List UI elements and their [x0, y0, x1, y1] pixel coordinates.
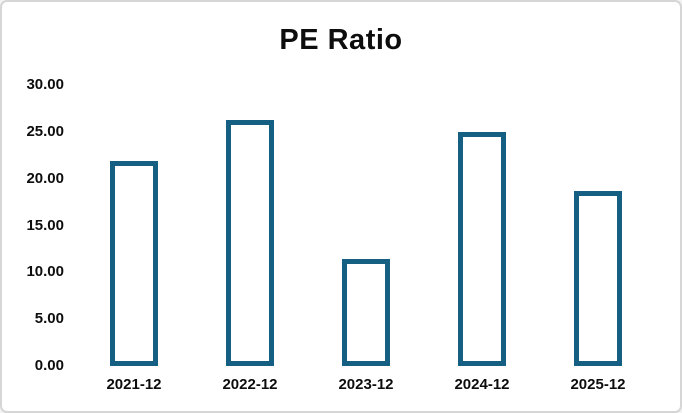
- y-axis-tick-label: 10.00: [26, 263, 64, 281]
- bar-2022-12: [226, 120, 274, 366]
- y-axis-tick-label: 0.00: [34, 357, 64, 374]
- y-axis-tick-label: 5.00: [34, 310, 64, 328]
- chart-title: PE Ratio: [279, 24, 403, 56]
- y-axis-tick-label: 30.00: [26, 76, 64, 93]
- x-axis-label: 2025-12: [570, 376, 626, 393]
- x-axis-label: 2024-12: [454, 376, 510, 393]
- bar-2021-12: [110, 161, 158, 366]
- y-axis-tick-label: 20.00: [26, 169, 64, 187]
- y-axis-tick-label: 25.00: [26, 122, 64, 140]
- x-axis-label: 2022-12: [222, 376, 278, 393]
- x-axis-label: 2021-12: [106, 376, 162, 393]
- y-axis-tick-label: 15.00: [26, 216, 64, 234]
- bar-2023-12: [342, 259, 390, 366]
- bar-2025-12: [574, 191, 622, 366]
- x-axis-label: 2023-12: [338, 376, 394, 393]
- bar-2024-12: [458, 132, 506, 366]
